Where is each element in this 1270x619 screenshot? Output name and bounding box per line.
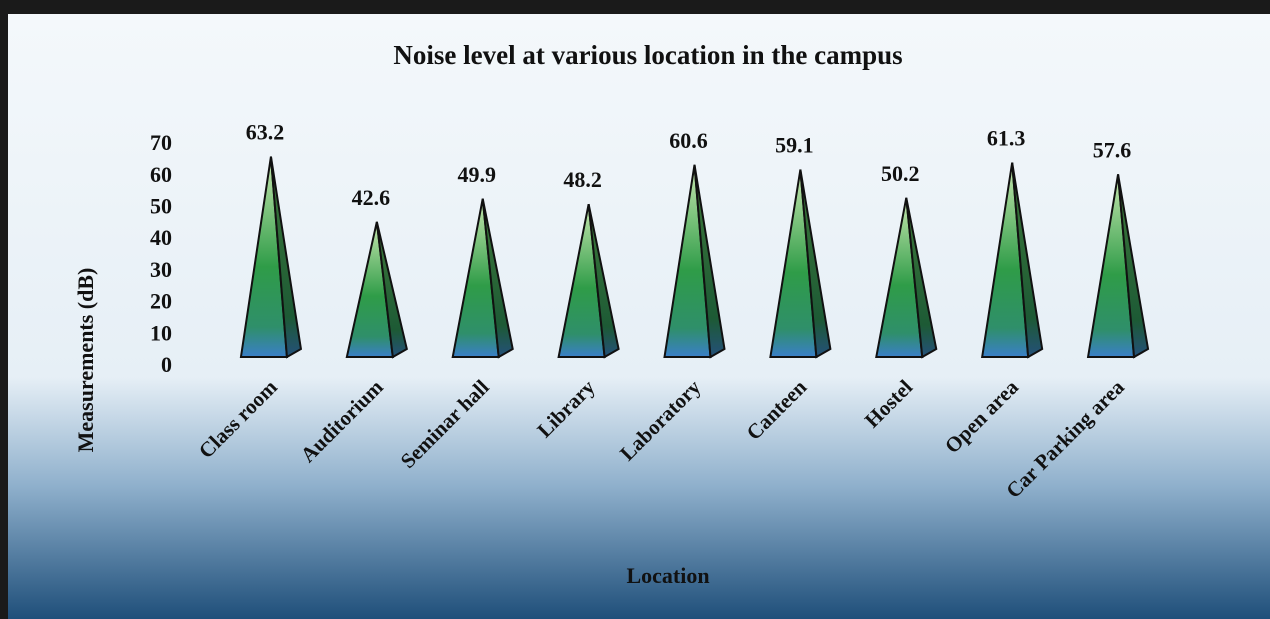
y-tick-label: 50 bbox=[150, 193, 172, 218]
pyramid-side bbox=[587, 203, 620, 359]
value-label: 57.6 bbox=[1093, 137, 1132, 162]
y-tick-label: 40 bbox=[150, 225, 172, 250]
x-axis-label: Location bbox=[626, 563, 709, 588]
y-axis-label: Measurements (dB) bbox=[73, 268, 98, 453]
pyramid-side bbox=[375, 221, 408, 359]
value-label: 42.6 bbox=[352, 185, 391, 210]
pyramid-side bbox=[905, 197, 938, 359]
value-label: 49.9 bbox=[457, 162, 496, 187]
value-label: 48.2 bbox=[563, 167, 602, 192]
y-tick-label: 20 bbox=[150, 289, 172, 314]
chart-title: Noise level at various location in the c… bbox=[393, 40, 902, 70]
value-label: 50.2 bbox=[881, 161, 920, 186]
pyramid-side bbox=[269, 156, 303, 359]
pyramid-side bbox=[481, 198, 514, 359]
value-label: 63.2 bbox=[246, 120, 285, 145]
y-tick-label: 0 bbox=[161, 352, 172, 377]
value-label: 61.3 bbox=[987, 126, 1026, 151]
y-tick-label: 70 bbox=[150, 130, 172, 155]
y-tick-label: 60 bbox=[150, 162, 172, 187]
pyramid-side bbox=[799, 169, 832, 359]
pyramid-side bbox=[693, 164, 726, 359]
value-label: 59.1 bbox=[775, 133, 814, 158]
pyramid-side bbox=[1117, 174, 1150, 359]
background bbox=[8, 14, 1270, 619]
y-tick-label: 10 bbox=[150, 320, 172, 345]
value-label: 60.6 bbox=[669, 128, 708, 153]
y-tick-label: 30 bbox=[150, 257, 172, 282]
pyramid-side bbox=[1011, 162, 1044, 359]
